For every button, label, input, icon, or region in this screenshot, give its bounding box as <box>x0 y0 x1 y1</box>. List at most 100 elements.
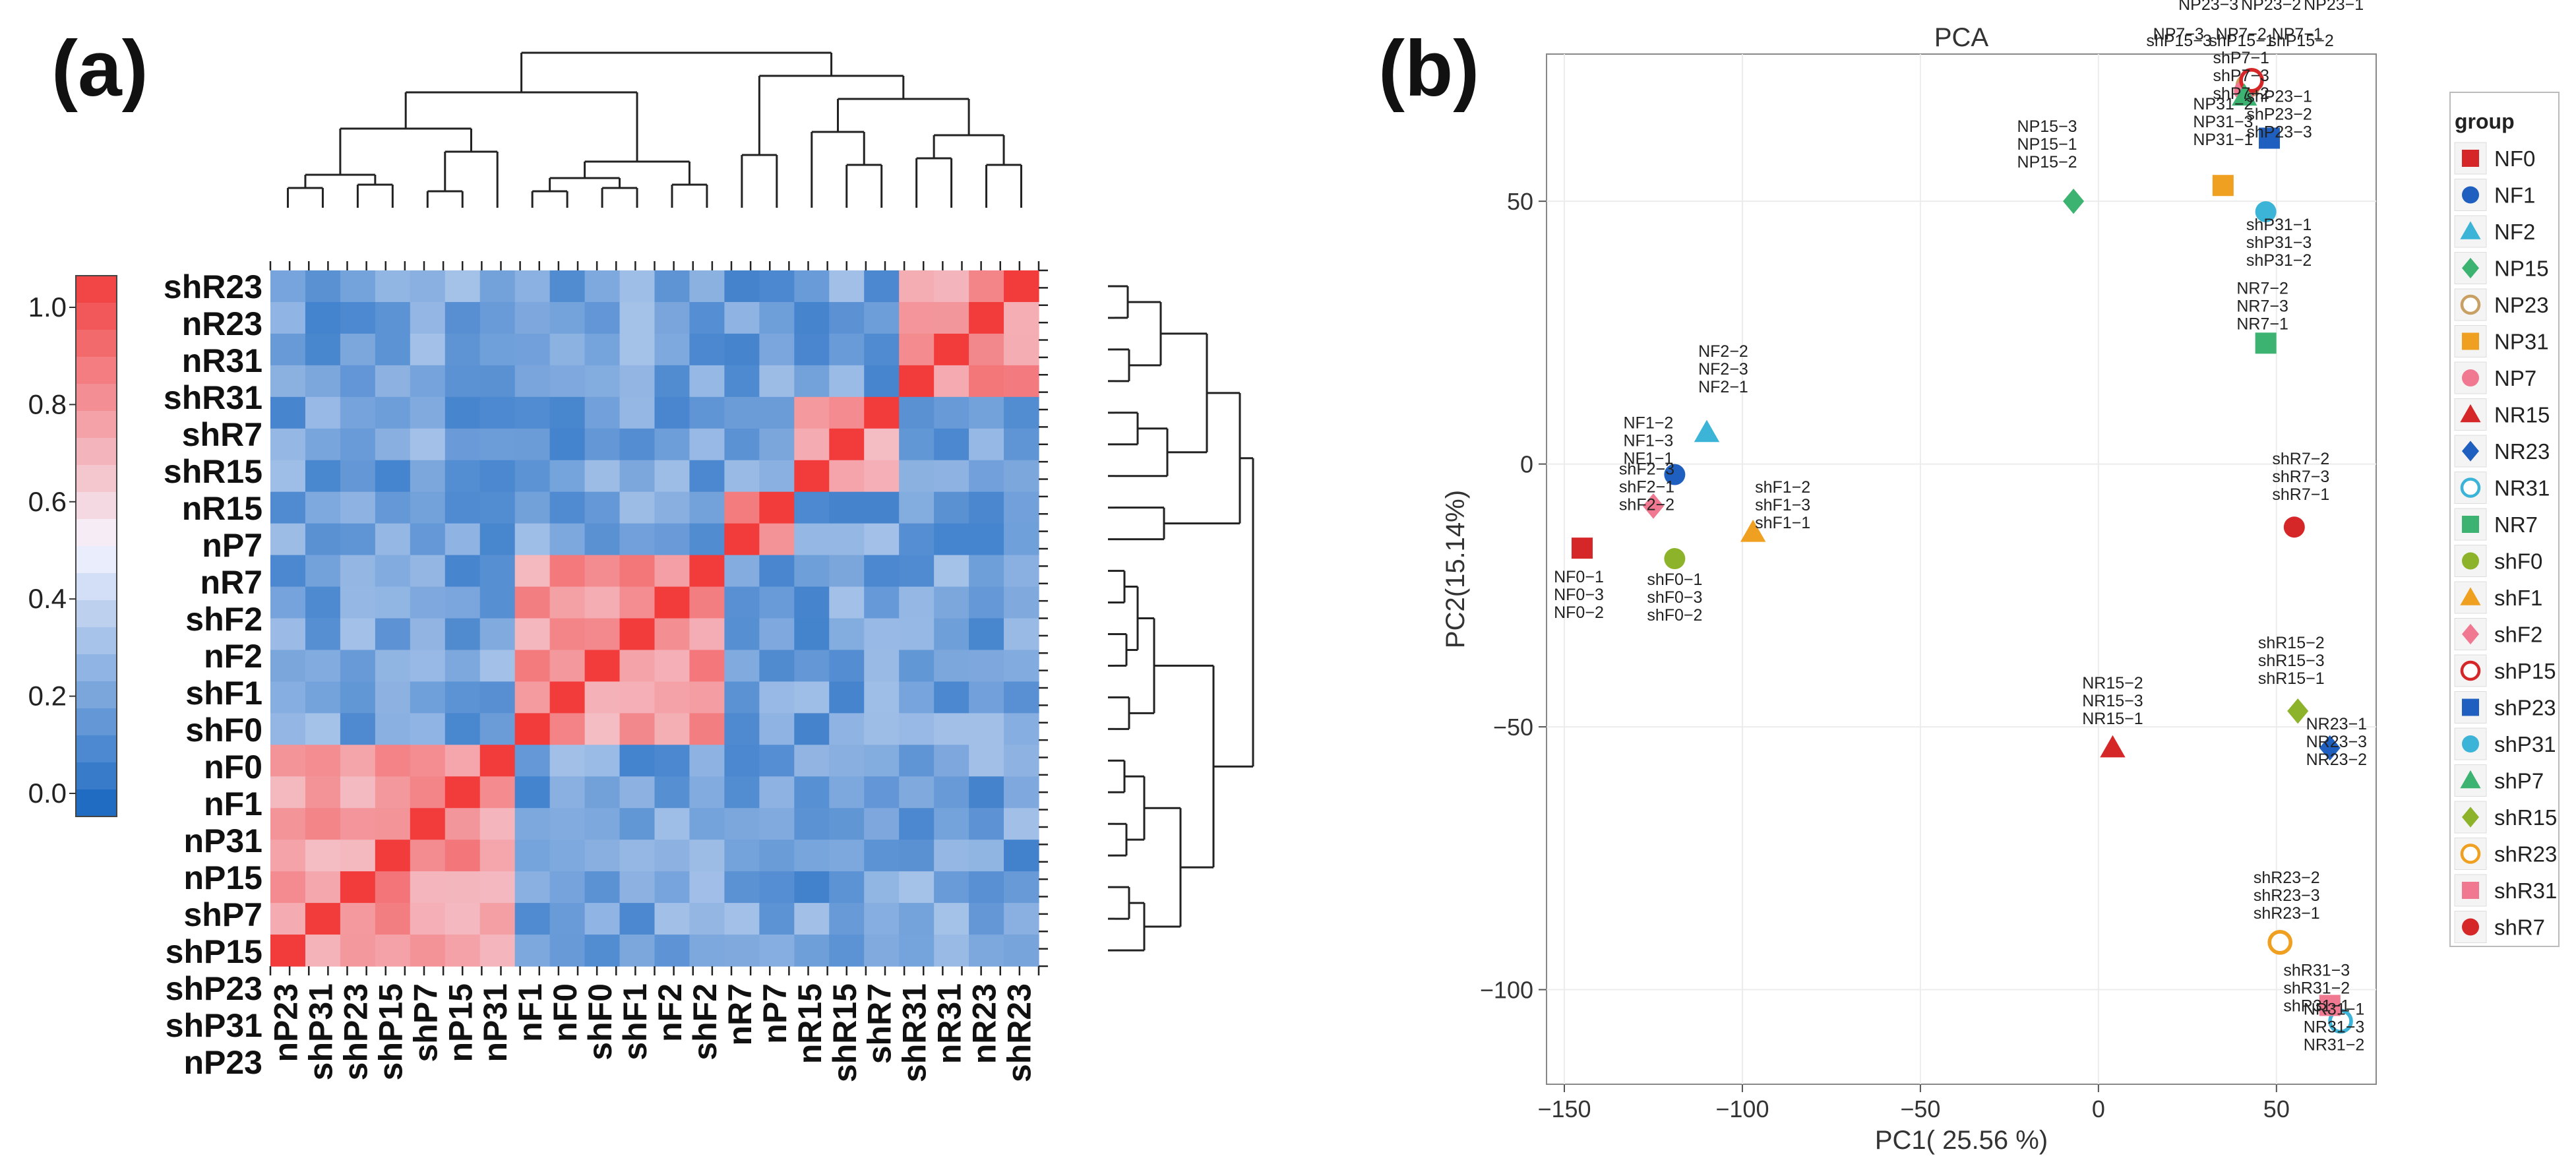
heatmap-cell <box>794 808 830 840</box>
heatmap-row-label: shP31 <box>166 1007 262 1044</box>
heatmap-cell <box>759 650 795 683</box>
heatmap-cell <box>514 745 551 777</box>
heatmap-cell <box>969 713 1004 745</box>
legend-label: NP15 <box>2494 257 2549 281</box>
heatmap-cell <box>829 681 865 714</box>
heatmap-row-label: shR15 <box>164 453 262 490</box>
heatmap-cell <box>410 903 446 935</box>
heatmap-cell <box>514 681 551 714</box>
heatmap-cell <box>375 650 411 683</box>
heatmap-cell <box>794 270 830 303</box>
colorbar-segment <box>76 654 117 682</box>
heatmap-cell <box>514 650 551 683</box>
heatmap-cell <box>689 428 725 461</box>
colorbar-segment <box>76 735 117 763</box>
heatmap-cell <box>1004 365 1039 398</box>
colorbar-segment <box>76 465 117 493</box>
heatmap-cell <box>794 871 830 904</box>
heatmap-cell <box>445 365 481 398</box>
pca-point-shF2 <box>1642 493 1664 519</box>
legend-label: NF0 <box>2494 146 2535 171</box>
heatmap-cell <box>864 681 900 714</box>
heatmap-cell <box>584 871 621 904</box>
pca-point-label: NP23−1 <box>2304 0 2364 14</box>
heatmap-row-label: nF2 <box>204 638 262 675</box>
legend-key-shP7 <box>2460 770 2481 789</box>
legend-key-shF2 <box>2462 623 2479 645</box>
heatmap-cell <box>445 871 481 904</box>
heatmap-cell <box>619 491 656 524</box>
pca-point-label: shR15−2 <box>2258 634 2325 652</box>
pca-x-axis-label: PC1( 25.56 %) <box>1875 1126 2048 1155</box>
heatmap-column-label: nR31 <box>931 983 968 1064</box>
heatmap-cell <box>899 555 935 588</box>
heatmap-cell <box>514 491 551 524</box>
heatmap-row-label: shR7 <box>182 416 262 453</box>
heatmap-cell <box>829 650 865 683</box>
heatmap-cell <box>410 365 446 398</box>
heatmap-cell <box>410 491 446 524</box>
heatmap-cell <box>864 650 900 683</box>
heatmap-cell <box>549 713 586 745</box>
heatmap-cell <box>584 808 621 840</box>
heatmap-cell <box>829 523 865 556</box>
heatmap-cell <box>689 903 725 935</box>
heatmap-cell <box>549 586 586 619</box>
heatmap-cell <box>270 776 306 809</box>
heatmap-cell <box>969 650 1004 683</box>
pca-point-shF1 <box>1740 520 1766 542</box>
heatmap-cell <box>479 460 516 493</box>
heatmap-cell <box>654 681 690 714</box>
heatmap-cell <box>1004 618 1039 651</box>
heatmap-cell <box>549 523 586 556</box>
heatmap-cell <box>1004 301 1039 334</box>
heatmap-column-label: shR7 <box>861 983 898 1064</box>
heatmap-cell <box>514 586 551 619</box>
heatmap-cell <box>1004 555 1039 588</box>
legend-key-NF0 <box>2462 150 2479 167</box>
heatmap-cell <box>619 301 656 334</box>
heatmap-cell <box>899 491 935 524</box>
heatmap-cell <box>584 523 621 556</box>
pca-point-label: NR15−1 <box>2082 710 2143 728</box>
heatmap-cell <box>899 270 935 303</box>
heatmap-cell <box>375 713 411 745</box>
heatmap-cell <box>270 523 306 556</box>
heatmap-cell <box>899 586 935 619</box>
pca-y-axis-label: PC2(15.14%) <box>1441 490 1470 648</box>
legend-label: shF1 <box>2494 586 2542 610</box>
heatmap-cell <box>445 745 481 777</box>
colorbar-segment <box>76 492 117 520</box>
heatmap-cell <box>445 903 481 935</box>
heatmap-cell <box>479 555 516 588</box>
heatmap-cell <box>654 365 690 398</box>
pca-point-label: shF1−1 <box>1755 514 1810 532</box>
heatmap-cell <box>689 396 725 429</box>
heatmap-cell <box>305 713 341 745</box>
heatmap-cell <box>305 428 341 461</box>
legend-label: NF1 <box>2494 183 2535 208</box>
pca-point-label: shP23−1 <box>2246 88 2312 106</box>
heatmap-column-label: shR23 <box>1001 983 1038 1082</box>
heatmap-cell <box>514 333 551 366</box>
colorbar-segment <box>76 546 117 574</box>
heatmap-cell <box>794 840 830 872</box>
heatmap-cell <box>654 871 690 904</box>
heatmap-cell <box>724 808 760 840</box>
heatmap-cell <box>375 270 411 303</box>
pca-point-label: shP31−2 <box>2246 251 2312 270</box>
colorbar-segment <box>76 627 117 655</box>
heatmap-cell <box>864 396 900 429</box>
pca-point-shP23 <box>2259 127 2281 149</box>
pca-point-label: shR31−2 <box>2283 979 2350 997</box>
heatmap-cell <box>654 555 690 588</box>
pca-point-label: shR31−3 <box>2283 961 2350 979</box>
pca-point-shR15 <box>2287 698 2309 724</box>
heatmap-cell <box>864 713 900 745</box>
heatmap-cell <box>759 618 795 651</box>
legend-label: shP15 <box>2494 659 2556 683</box>
heatmap-cell <box>864 460 900 493</box>
heatmap-cell <box>1004 586 1039 619</box>
pca-x-tick-label: −100 <box>1715 1095 1769 1122</box>
